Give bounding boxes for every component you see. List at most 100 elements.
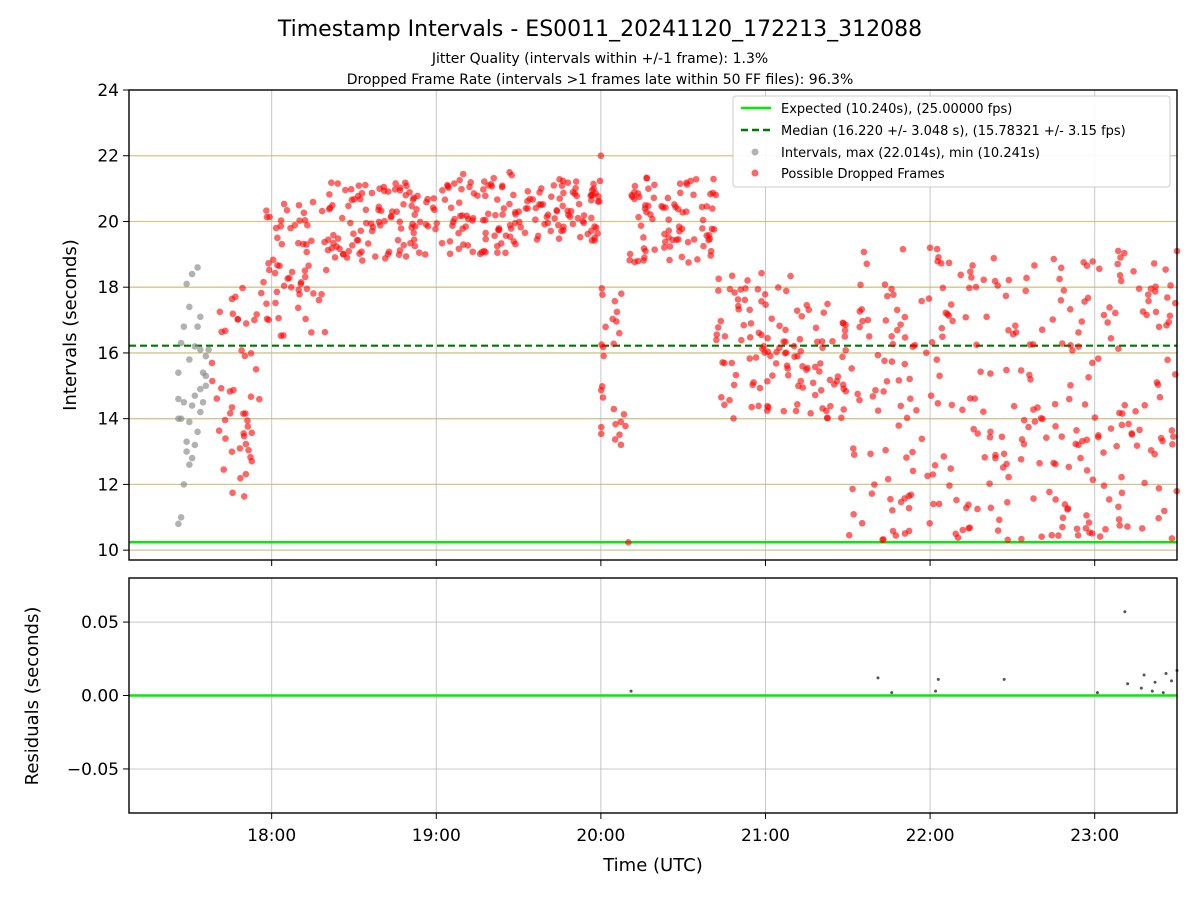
interval-point: [194, 323, 201, 330]
dropped-frame-point: [1128, 431, 1136, 438]
dropped-frame-point: [675, 236, 682, 243]
dropped-frame-point: [1081, 401, 1089, 408]
interval-point: [177, 513, 185, 521]
dropped-frame-point: [676, 227, 683, 235]
dropped-frame-point: [1086, 529, 1093, 536]
dropped-frame-point: [430, 195, 438, 202]
dropped-frame-point: [280, 282, 288, 290]
x-tick-label: 22:00: [906, 826, 955, 846]
dropped-frame-point: [926, 244, 934, 252]
dropped-frame-point: [793, 307, 801, 315]
legend-median-label: Median (16.220 +/- 3.048 s), (15.78321 +…: [781, 124, 1126, 139]
dropped-frame-point: [649, 215, 656, 223]
dropped-frame-point: [548, 193, 555, 200]
dropped-frame-point: [1017, 367, 1025, 374]
dropped-frame-point: [226, 410, 234, 417]
dropped-frame-point: [859, 317, 866, 325]
interval-point: [191, 392, 199, 399]
dropped-frame-point: [1133, 442, 1141, 449]
dropped-frame-point: [1017, 455, 1025, 463]
y-tick-label: 14: [97, 410, 119, 430]
dropped-frame-point: [881, 357, 888, 365]
dropped-frame-point: [641, 254, 648, 261]
intervals-y-ticks: 10 12 14 16 18 20 22 24: [97, 81, 129, 561]
dropped-frame-point: [1065, 463, 1073, 471]
dropped-frame-point: [326, 191, 333, 198]
dropped-frame-point: [717, 393, 725, 401]
dropped-frame-point: [1004, 499, 1011, 506]
dropped-frame-point: [269, 256, 277, 264]
dropped-frame-point: [421, 251, 429, 258]
dropped-frame-point: [285, 274, 293, 282]
dropped-frame-point: [616, 329, 623, 337]
dropped-frame-point: [784, 365, 791, 372]
dropped-frame-point: [986, 480, 993, 487]
dropped-frame-point: [617, 290, 625, 297]
dropped-frame-point: [1037, 414, 1045, 422]
dropped-frame-point: [1085, 519, 1093, 526]
dropped-frame-point: [396, 218, 404, 226]
dropped-frame-point: [596, 198, 603, 205]
dropped-frame-point: [1072, 440, 1079, 448]
dropped-frame-point: [574, 214, 582, 222]
dropped-frame-point: [228, 404, 236, 411]
dropped-frame-point: [232, 293, 239, 301]
dropped-frame-point: [1067, 381, 1074, 389]
dropped-frame-point: [372, 253, 379, 260]
dropped-frame-point: [572, 178, 580, 185]
dropped-frame-point: [805, 306, 813, 314]
dropped-frame-point: [402, 253, 410, 260]
dropped-frame-point: [839, 353, 846, 361]
dropped-frame-point: [931, 462, 939, 469]
dropped-frame-point: [413, 206, 420, 213]
interval-point: [183, 448, 190, 455]
dropped-frame-point: [411, 242, 419, 250]
dropped-frame-point: [209, 377, 216, 385]
dropped-frame-point: [1157, 434, 1165, 442]
dropped-frame-point: [524, 188, 532, 195]
dropped-frame-point: [780, 338, 787, 345]
interval-point: [194, 428, 201, 436]
dropped-frame-point: [247, 350, 255, 357]
dropped-frame-point: [456, 176, 463, 184]
dropped-frame-point: [303, 241, 310, 248]
dropped-frame-point: [469, 248, 477, 256]
dropped-frame-point: [324, 246, 332, 254]
dropped-frame-point: [849, 445, 857, 452]
residual-point: [1164, 671, 1168, 675]
interval-point: [175, 369, 182, 376]
dropped-frame-point: [598, 285, 606, 292]
dropped-frame-point: [685, 259, 692, 266]
dropped-frame-point: [809, 379, 817, 387]
dropped-frame-point: [239, 284, 246, 292]
dropped-frame-point: [215, 427, 223, 434]
dropped-frame-point: [240, 432, 248, 440]
dropped-frame-point: [790, 342, 798, 350]
dropped-frame-point: [494, 249, 501, 256]
intervals-points: [175, 152, 1181, 546]
dropped-frame-point: [1060, 287, 1068, 294]
dropped-frame-point: [599, 394, 607, 401]
dropped-frame-point: [1073, 427, 1080, 434]
interval-point: [191, 441, 199, 449]
dropped-frame-point: [1084, 294, 1092, 302]
dropped-frame-point: [1075, 343, 1082, 350]
dropped-frame-point: [558, 182, 566, 189]
dropped-frame-point: [818, 338, 826, 345]
x-tick-label: 21:00: [741, 826, 790, 846]
dropped-frame-point: [506, 221, 514, 229]
dropped-frame-point: [609, 315, 616, 323]
dropped-frame-point: [510, 191, 517, 199]
dropped-frame-point: [664, 194, 672, 202]
dropped-frame-point: [240, 493, 248, 500]
dropped-frame-point: [865, 333, 873, 340]
dropped-frame-point: [888, 285, 895, 293]
dropped-frame-point: [330, 239, 337, 247]
dropped-frame-point: [273, 288, 281, 296]
dropped-frame-point: [499, 182, 506, 190]
dropped-frame-point: [879, 536, 886, 544]
dropped-frame-point: [251, 316, 258, 324]
dropped-frame-point: [1096, 265, 1103, 273]
dropped-frame-point: [564, 207, 571, 215]
dropped-frame-point: [397, 225, 405, 232]
